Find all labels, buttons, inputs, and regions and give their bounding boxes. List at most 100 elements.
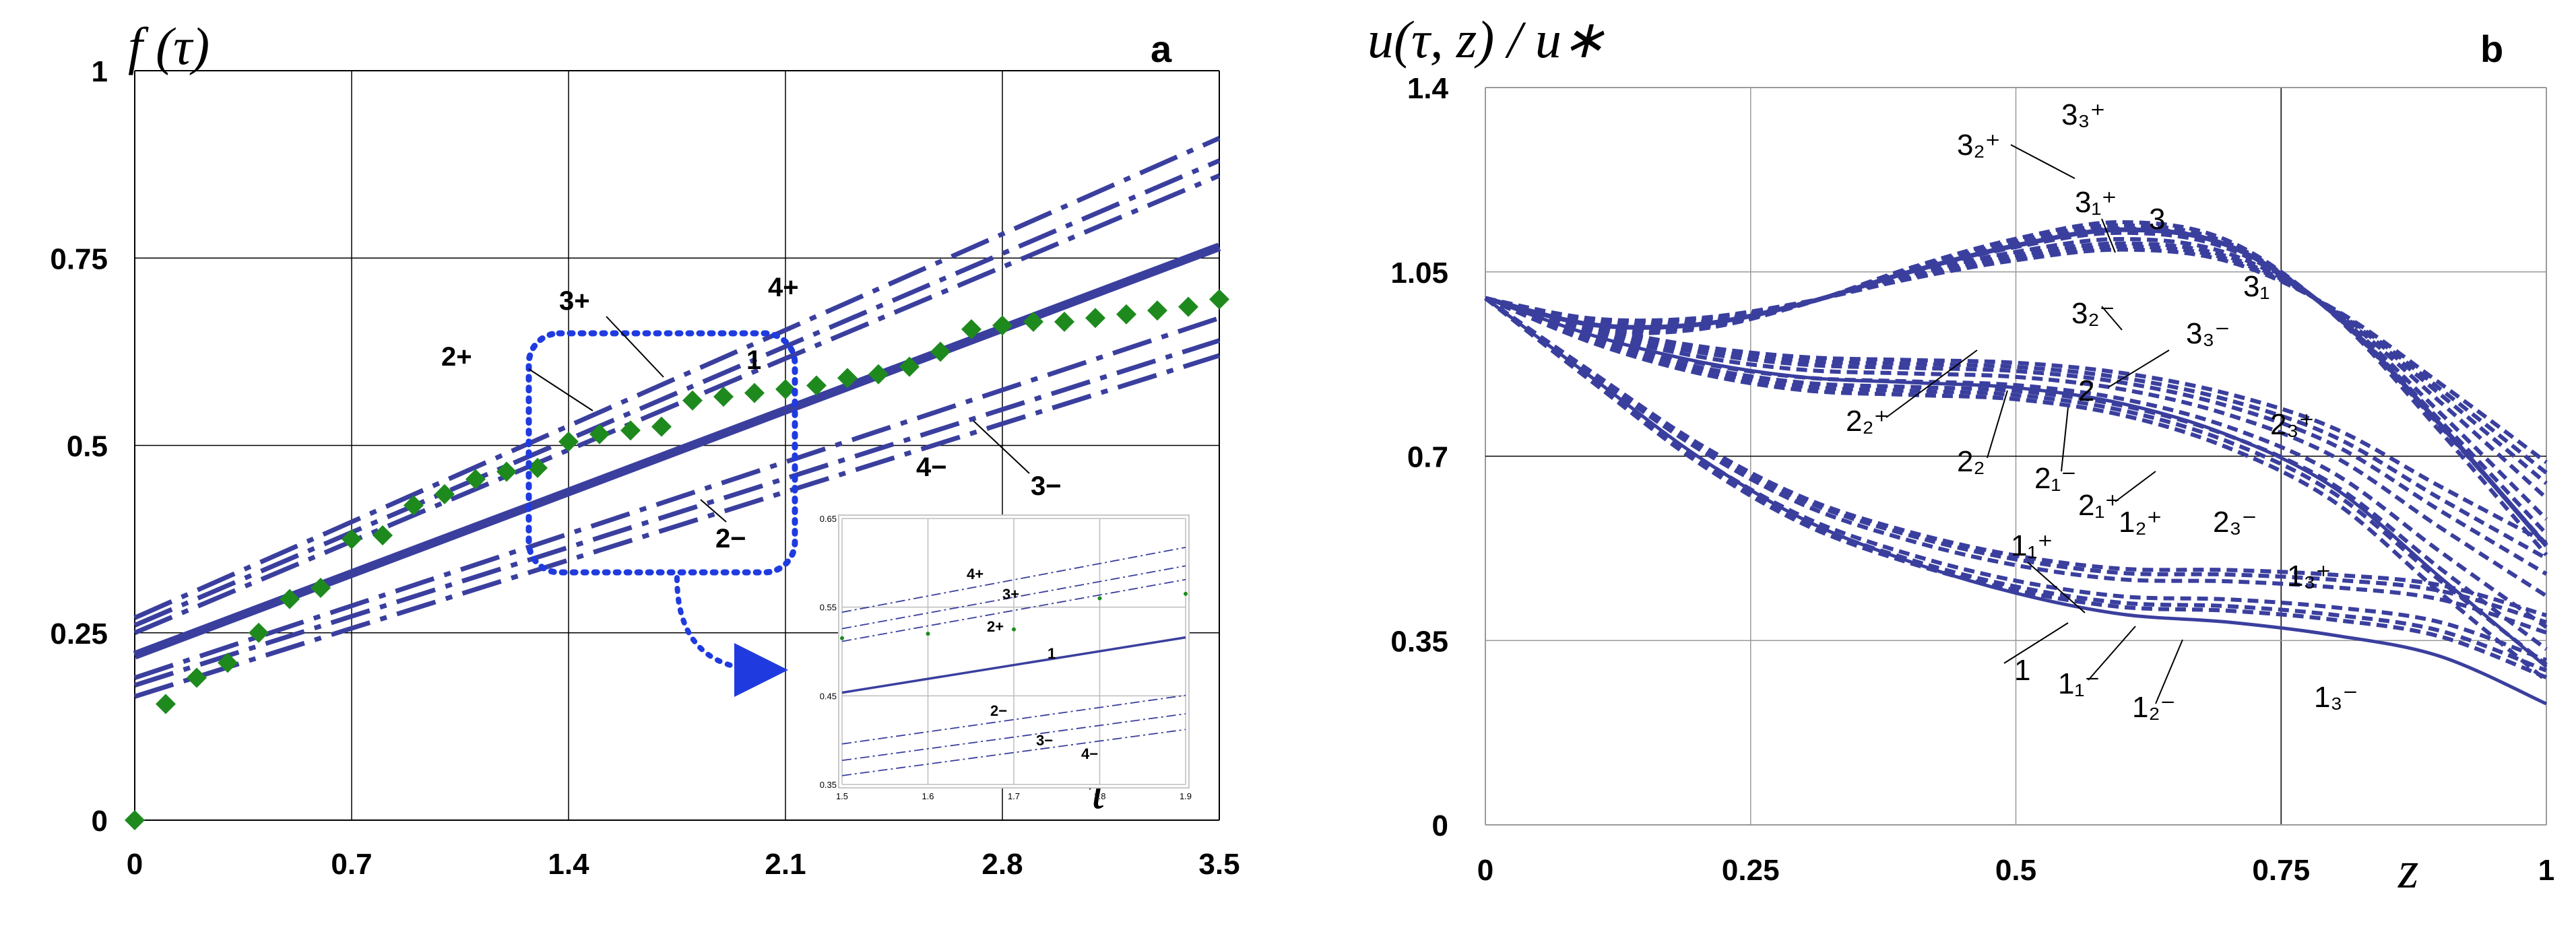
inset-x-tick: 1.7 — [1008, 791, 1020, 801]
label-a-4plus: 4+ — [768, 273, 799, 302]
inset-x-tick: 1.6 — [922, 791, 934, 801]
inset-label-3plus: 3+ — [1002, 586, 1019, 603]
curve-label-b: 1₁⁻ — [2058, 667, 2100, 700]
series-line-b — [1484, 296, 2548, 706]
data-marker — [218, 652, 238, 673]
inset-ticks: 1.5 1.6 1.7 1.8 1.9 0.35 0.45 0.55 0.65 — [820, 514, 1192, 801]
series-variant-b — [1484, 296, 2548, 679]
y-tick-a: 0 — [92, 805, 108, 838]
series-variant-b — [1485, 296, 2548, 576]
grid-b — [1485, 87, 2547, 826]
data-marker — [434, 483, 455, 504]
data-marker — [496, 461, 517, 482]
panel-label-a: a — [1151, 28, 1172, 70]
curve-label-b: 1₂⁺ — [2119, 506, 2162, 539]
y-tick-b: 1.4 — [1407, 72, 1449, 105]
x-tick-a: 0 — [127, 848, 143, 881]
data-marker — [1116, 304, 1136, 325]
series-line-a — [133, 173, 1221, 635]
curve-label-b: 1₁⁺ — [2011, 529, 2053, 562]
series-line-a — [133, 158, 1221, 628]
grid-a — [134, 70, 1220, 821]
data-marker — [156, 694, 176, 714]
inset-y-tick: 0.65 — [820, 514, 837, 524]
label-a-4minus: 4− — [916, 453, 947, 482]
curve-label-b: 1₃⁻ — [2314, 681, 2358, 714]
x-tick-b: 0.25 — [1722, 854, 1780, 887]
y-tick-a: 0.5 — [67, 430, 108, 463]
curve-label-b: 3₃⁺ — [2061, 98, 2106, 131]
curve-label-b: 2₃⁻ — [2213, 506, 2257, 539]
label-a-2minus: 2− — [715, 524, 746, 554]
x-tick-a: 3.5 — [1198, 848, 1239, 881]
curve-label-b: 1₃⁺ — [2287, 560, 2331, 593]
inset-y-tick: 0.55 — [820, 603, 837, 613]
series-variant-b — [1484, 296, 2547, 617]
series-line-a — [133, 135, 1221, 620]
inset-data-marker — [1097, 596, 1102, 601]
label-a-2plus: 2+ — [441, 342, 472, 372]
inset-series — [840, 547, 1188, 776]
leader-a-2plus — [528, 368, 593, 411]
data-marker — [125, 810, 145, 830]
series-a — [133, 135, 1221, 699]
inset-label-4minus: 4− — [1081, 745, 1098, 762]
x-tick-a: 2.1 — [765, 848, 806, 881]
ticks-b: 0 0.25 0.5 0.75 1 0 0.35 0.7 1.05 1.4 — [1390, 72, 2554, 887]
series-line-a — [133, 353, 1221, 699]
y-axis-label-b: u(τ, z) / u∗ — [1367, 10, 1605, 69]
leader-b — [2061, 407, 2069, 472]
leader-a-3minus — [973, 420, 1030, 474]
data-marker — [373, 525, 393, 546]
curve-label-b: 3₁⁺ — [2075, 186, 2117, 219]
leader-a-3plus — [606, 316, 664, 378]
data-marker — [775, 379, 796, 400]
x-tick-b: 1 — [2538, 854, 2554, 887]
leader-b — [2155, 639, 2183, 704]
inset-label-1: 1 — [1048, 645, 1056, 662]
data-marker — [930, 341, 951, 362]
curve-label-b: 2₂⁺ — [1846, 405, 1890, 438]
data-marker — [1054, 311, 1074, 332]
label-a-1: 1 — [746, 345, 761, 375]
leader-b — [1886, 349, 1978, 418]
curve-label-b: 2₂ — [1957, 445, 1985, 478]
label-a-3minus: 3− — [1031, 471, 1062, 501]
data-marker — [404, 495, 424, 516]
data-marker — [589, 424, 610, 444]
leader-a-2minus — [700, 499, 727, 523]
data-marker — [1085, 308, 1105, 329]
inset-data-marker — [1184, 591, 1188, 596]
x-tick-b: 0.75 — [2252, 854, 2310, 887]
series-line-b — [1485, 227, 2548, 547]
ticks-a: 0 0.7 1.4 2.1 2.8 3.5 0 0.25 0.5 0.75 1 — [50, 55, 1239, 881]
inset-x-tick: 1.9 — [1180, 791, 1192, 801]
curve-label-b: 3 — [2149, 203, 2165, 236]
leader-b — [1987, 390, 2008, 459]
data-marker — [868, 364, 889, 384]
data-marker — [311, 577, 331, 598]
inset-y-tick: 0.45 — [820, 691, 837, 701]
y-tick-a: 0.75 — [50, 242, 108, 275]
curve-label-b: 1₂⁻ — [2132, 691, 2176, 724]
data-marker — [837, 368, 858, 389]
data-marker — [1147, 300, 1167, 321]
x-tick-a: 2.8 — [981, 848, 1023, 881]
series-variant-b — [1485, 296, 2548, 598]
x-tick-a: 1.4 — [548, 848, 589, 881]
data-marker — [806, 375, 827, 396]
data-marker — [992, 315, 1012, 336]
series-line-b — [1485, 296, 2548, 669]
label-a-3plus: 3+ — [559, 286, 590, 316]
leader-b — [2101, 218, 2116, 253]
leader-b — [2115, 471, 2156, 502]
data-marker — [249, 622, 269, 643]
inset-series-line — [841, 694, 1186, 745]
series-line-a — [133, 315, 1221, 680]
leader-b — [2010, 144, 2075, 179]
data-marker — [620, 420, 641, 441]
data-marker — [342, 529, 362, 549]
y-tick-a: 1 — [92, 55, 108, 88]
y-axis-label-a: f (τ) — [128, 17, 210, 75]
